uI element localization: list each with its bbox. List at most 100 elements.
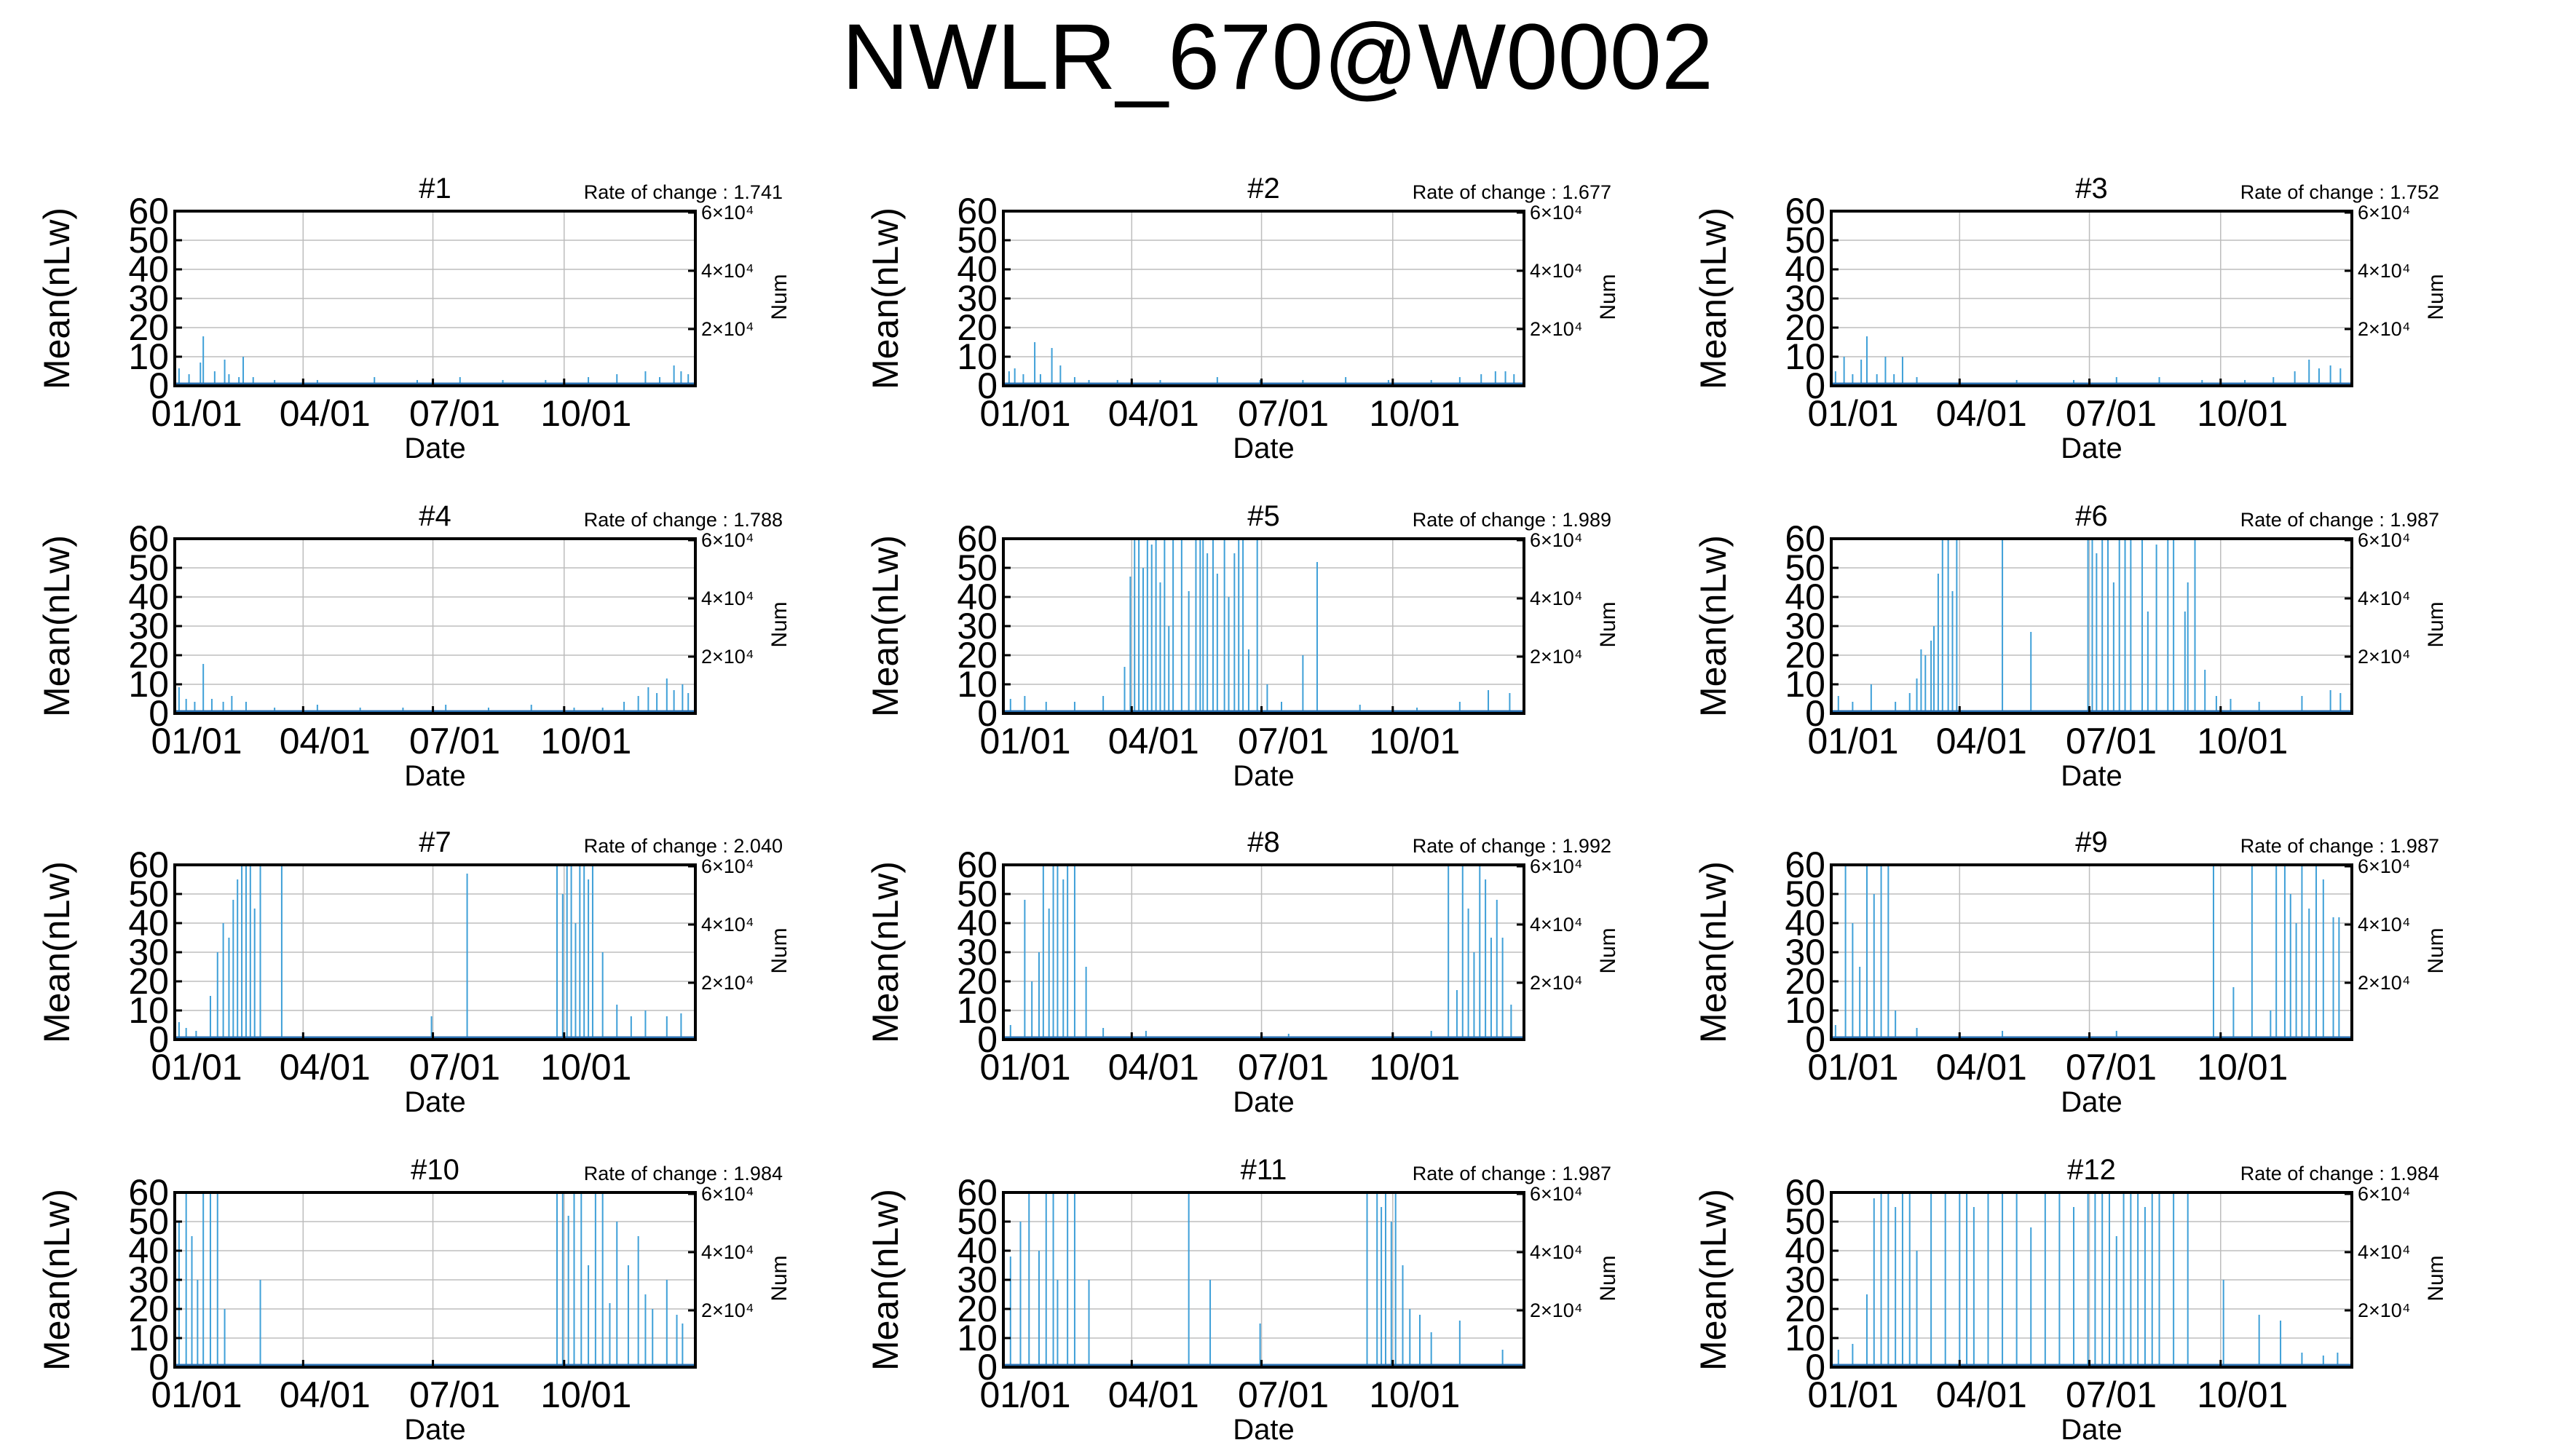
y-tick-label: 50 xyxy=(957,220,998,261)
y-tick-label: 40 xyxy=(128,1230,169,1271)
y2-tick-label: 6×10⁴ xyxy=(2358,855,2410,877)
y-axis-title: Mean(nLw) xyxy=(1693,207,1734,389)
panel-title: #2 xyxy=(1247,173,1280,205)
y2-tick-label: 4×10⁴ xyxy=(2358,260,2410,282)
y-tick-label: 10 xyxy=(957,990,998,1031)
panel-title: #8 xyxy=(1247,826,1280,858)
y-tick-label: 0 xyxy=(977,365,998,406)
y2-axis-title: Num xyxy=(2424,927,2448,973)
rate-of-change: Rate of change : 1.752 xyxy=(2240,181,2439,203)
y-tick-label: 10 xyxy=(957,1318,998,1358)
y-tick-label: 40 xyxy=(957,249,998,290)
y-tick-label: 50 xyxy=(128,874,169,914)
x-tick-label: 07/01 xyxy=(409,1374,500,1415)
rate-of-change: Rate of change : 1.987 xyxy=(2240,835,2439,857)
x-tick-label: 01/01 xyxy=(151,1047,242,1088)
panel-title: #6 xyxy=(2075,500,2108,532)
y-tick-label: 10 xyxy=(128,1318,169,1358)
x-tick-label: 10/01 xyxy=(540,1047,631,1088)
x-tick-label: 10/01 xyxy=(540,393,631,434)
y-tick-label: 10 xyxy=(957,664,998,705)
y-tick-label: 60 xyxy=(957,518,998,559)
panel-title: #10 xyxy=(411,1154,459,1186)
y-tick-label: 10 xyxy=(1785,1318,1825,1358)
y2-tick-label: 4×10⁴ xyxy=(701,260,754,282)
x-tick-label: 10/01 xyxy=(2197,721,2288,761)
y-tick-label: 10 xyxy=(1785,664,1825,705)
y-tick-label: 10 xyxy=(128,664,169,705)
y-tick-label: 10 xyxy=(128,990,169,1031)
y-tick-label: 30 xyxy=(1785,1259,1825,1300)
y-tick-label: 40 xyxy=(128,903,169,943)
x-tick-label: 04/01 xyxy=(280,721,371,761)
y2-tick-label: 2×10⁴ xyxy=(701,1299,754,1321)
y-axis-title: Mean(nLw) xyxy=(36,1189,77,1371)
panel-title: #7 xyxy=(419,826,451,858)
y2-tick-label: 2×10⁴ xyxy=(2358,1299,2410,1321)
y2-tick-label: 4×10⁴ xyxy=(2358,587,2410,609)
y2-tick-label: 2×10⁴ xyxy=(2358,318,2410,340)
y2-tick-label: 6×10⁴ xyxy=(1530,529,1582,551)
y-axis-title: Mean(nLw) xyxy=(36,861,77,1043)
y-tick-label: 20 xyxy=(128,307,169,348)
x-tick-label: 04/01 xyxy=(1108,721,1199,761)
y-tick-label: 40 xyxy=(957,1230,998,1271)
y2-tick-label: 6×10⁴ xyxy=(1530,202,1582,223)
y-axis-title: Mean(nLw) xyxy=(36,535,77,717)
y-tick-label: 40 xyxy=(1785,1230,1825,1271)
x-axis-title: Date xyxy=(2061,1086,2122,1118)
y-tick-label: 30 xyxy=(128,606,169,646)
y-tick-label: 50 xyxy=(1785,874,1825,914)
x-tick-label: 10/01 xyxy=(2197,1047,2288,1088)
y-axis-title: Mean(nLw) xyxy=(36,207,77,389)
y2-axis-title: Num xyxy=(1596,1255,1620,1301)
x-tick-label: 10/01 xyxy=(2197,1374,2288,1415)
x-tick-label: 07/01 xyxy=(1238,393,1329,434)
y2-tick-label: 2×10⁴ xyxy=(2358,646,2410,668)
y2-axis-title: Num xyxy=(2424,274,2448,320)
y2-axis-title: Num xyxy=(767,927,791,973)
y-tick-label: 30 xyxy=(1785,932,1825,973)
y2-axis-title: Num xyxy=(767,601,791,647)
y-tick-label: 60 xyxy=(957,191,998,232)
y2-tick-label: 4×10⁴ xyxy=(1530,260,1582,282)
y-tick-label: 20 xyxy=(1785,1289,1825,1329)
y2-tick-label: 6×10⁴ xyxy=(2358,1183,2410,1205)
x-tick-label: 01/01 xyxy=(151,1374,242,1415)
y2-tick-label: 2×10⁴ xyxy=(1530,972,1582,994)
y2-tick-label: 4×10⁴ xyxy=(1530,914,1582,935)
x-axis-title: Date xyxy=(404,1086,466,1118)
y-tick-label: 60 xyxy=(957,844,998,885)
x-axis-title: Date xyxy=(1233,1414,1295,1446)
y2-tick-label: 4×10⁴ xyxy=(2358,1241,2410,1263)
y-tick-label: 30 xyxy=(128,1259,169,1300)
y-tick-label: 40 xyxy=(957,903,998,943)
y-tick-label: 30 xyxy=(1785,278,1825,319)
y-tick-label: 50 xyxy=(1785,1201,1825,1242)
y-tick-label: 50 xyxy=(128,547,169,588)
y-tick-label: 20 xyxy=(957,635,998,676)
y-tick-label: 60 xyxy=(128,844,169,885)
y-tick-label: 10 xyxy=(957,336,998,377)
y-tick-label: 20 xyxy=(128,635,169,676)
y-tick-label: 0 xyxy=(149,365,169,406)
y-tick-label: 30 xyxy=(1785,606,1825,646)
y2-tick-label: 6×10⁴ xyxy=(1530,1183,1582,1205)
y2-tick-label: 2×10⁴ xyxy=(701,972,754,994)
rate-of-change: Rate of change : 1.992 xyxy=(1413,835,1611,857)
y-tick-label: 0 xyxy=(977,693,998,734)
x-tick-label: 04/01 xyxy=(280,393,371,434)
y-tick-label: 10 xyxy=(1785,336,1825,377)
x-tick-label: 07/01 xyxy=(409,1047,500,1088)
y-tick-label: 40 xyxy=(1785,577,1825,617)
x-tick-label: 10/01 xyxy=(540,1374,631,1415)
panel-title: #12 xyxy=(2067,1154,2116,1186)
y-tick-label: 60 xyxy=(128,1172,169,1213)
y2-tick-label: 4×10⁴ xyxy=(701,914,754,935)
x-tick-label: 04/01 xyxy=(1108,1047,1199,1088)
y-tick-label: 50 xyxy=(957,547,998,588)
